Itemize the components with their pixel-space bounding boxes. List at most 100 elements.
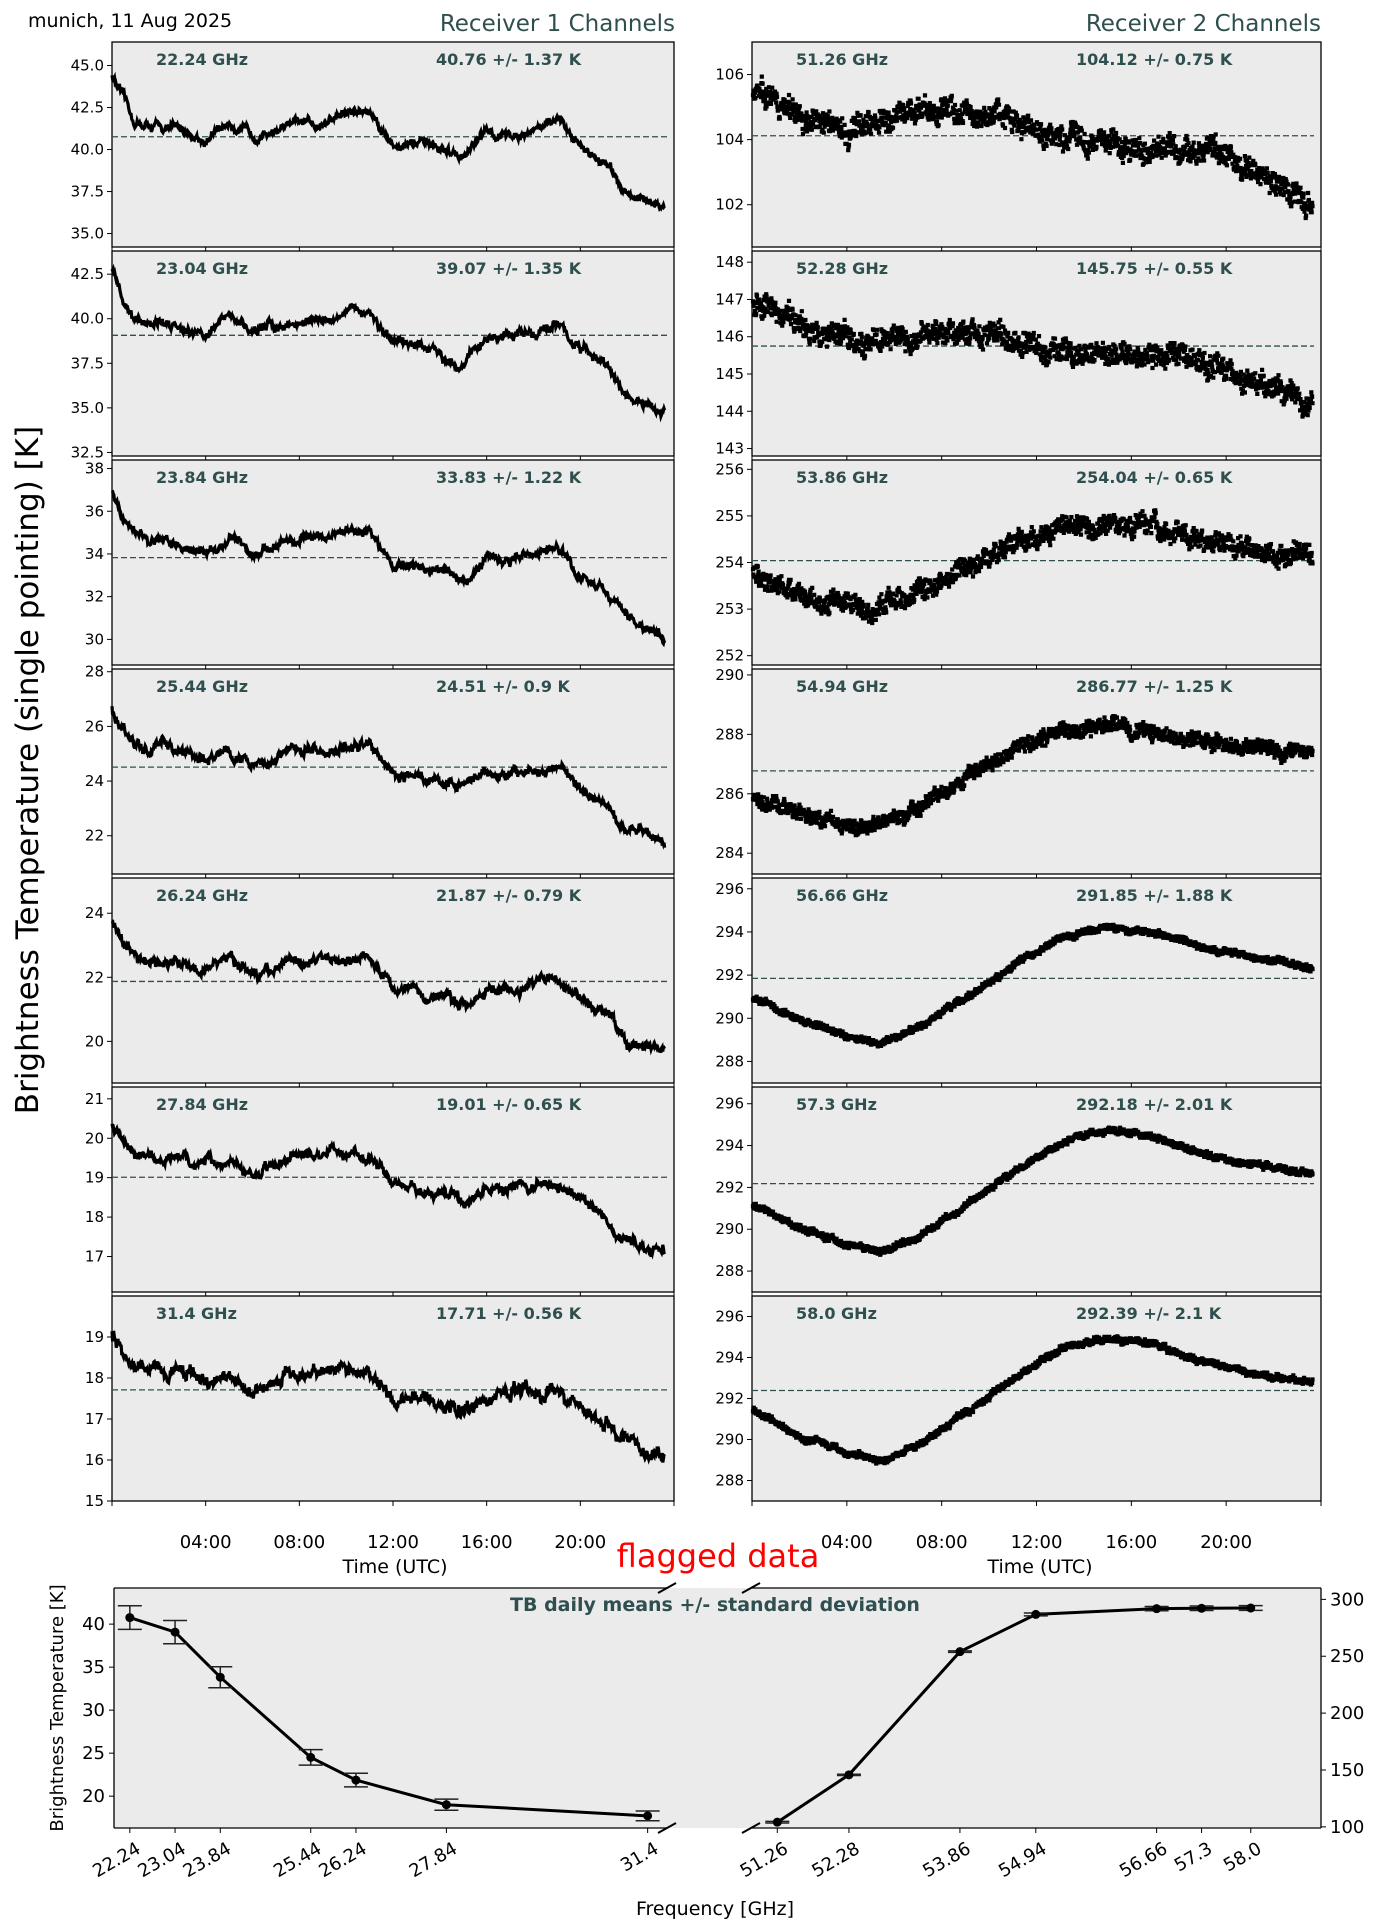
data-series-line: [110, 919, 667, 1056]
axis-break-mark: [741, 1582, 761, 1594]
summary-background: [114, 1588, 1321, 1828]
y-tick-label: 38: [85, 460, 104, 478]
panel-background: [111, 1086, 675, 1293]
r1-x-axis-label: Time (UTC): [341, 1556, 447, 1578]
data-point: [955, 1647, 965, 1657]
y-tick-label: 25: [82, 1743, 105, 1764]
x-tick-label: 53.86: [919, 1838, 974, 1882]
panel-23-84-GHz: 30 32 34 36 38 23.84 GHz 33.83 +/- 1.22 K: [85, 459, 675, 670]
panel-54-94-GHz: 284 286 288 290 54.94 GHz 286.77 +/- 1.25 K: [715, 666, 1322, 879]
flagged-data-label: flagged data: [617, 1537, 820, 1575]
error-bar: [298, 1748, 323, 1766]
mean-std-label: 24.51 +/- 0.9 K: [436, 677, 571, 696]
y-tick-label: 32.5: [71, 443, 104, 461]
panel-background: [751, 41, 1322, 248]
y-tick-label: 284: [715, 844, 744, 862]
panel-58-0-GHz: 288 290 292 294 296 58.0 GHz 292.39 +/- 2.1 K: [715, 1295, 1322, 1506]
x-tick-label: 08:00: [916, 1532, 968, 1553]
receiver1-panels: 35.0 37.5 40.0 42.5 45.0 22.24 GHz 40.76 +/- 1…: [71, 41, 675, 1553]
mean-std-label: 21.87 +/- 0.79 K: [436, 886, 582, 905]
y-tick-label: 36: [85, 502, 104, 520]
x-tick-label: 16:00: [461, 1532, 513, 1553]
y-tick-label: 17: [85, 1410, 104, 1428]
data-points: [750, 714, 1315, 838]
y-tick-label: 16: [85, 1451, 104, 1469]
panel-background: [751, 459, 1322, 666]
y-tick-label: 253: [715, 600, 744, 618]
y-tick-label: 286: [715, 785, 744, 803]
x-tick-label: 12:00: [367, 1532, 419, 1553]
y-tick-label: 296: [715, 1308, 744, 1326]
y-tick-label: 288: [715, 1262, 744, 1280]
summary-title: TB daily means +/- standard deviation: [510, 1594, 920, 1616]
y-tick-label: 290: [715, 1431, 744, 1449]
y-tick-label: 20: [85, 1129, 104, 1147]
error-bar: [208, 1665, 233, 1689]
y-tick-label: 45.0: [71, 57, 104, 75]
y-tick-label: 256: [715, 460, 744, 478]
x-tick-label: 31.4: [617, 1838, 662, 1876]
panel-background: [111, 877, 675, 1084]
panel-background: [751, 1086, 1322, 1293]
y-tick-label: 19: [85, 1169, 104, 1187]
data-series-line: [110, 263, 667, 423]
x-tick-label: 27.84: [406, 1838, 461, 1882]
error-bar: [1189, 1603, 1214, 1613]
panel-23-04-GHz: 32.5 35.0 37.5 40.0 42.5 23.04 GHz 39.07 +/- 1…: [71, 250, 675, 461]
data-point: [1152, 1604, 1162, 1614]
r2-x-axis-label: Time (UTC): [986, 1556, 1092, 1578]
y-tick-label: 143: [715, 440, 744, 458]
data-points: [750, 292, 1315, 419]
frequency-label: 22.24 GHz: [156, 50, 248, 69]
panel-background: [751, 1295, 1322, 1502]
data-points: [750, 922, 1315, 1049]
data-point: [1246, 1603, 1256, 1613]
mean-std-label: 19.01 +/- 0.65 K: [436, 1095, 582, 1114]
error-bar: [343, 1772, 368, 1788]
y-tick-label: 104: [715, 131, 744, 149]
panel-52-28-GHz: 143 144 145 146 147 148 52.28 GHz 145.75 +/- 0.…: [715, 250, 1322, 461]
x-tick-label: 08:00: [273, 1532, 325, 1553]
y-tick-label: 35: [82, 1657, 105, 1678]
frequency-label: 58.0 GHz: [796, 1304, 877, 1323]
x-tick-label: 16:00: [1105, 1532, 1157, 1553]
y-tick-label: 34: [85, 545, 104, 563]
y-tick-label: 30: [82, 1700, 105, 1721]
frequency-label: 57.3 GHz: [796, 1095, 877, 1114]
y-tick-label: 296: [715, 1095, 744, 1113]
data-point: [1197, 1603, 1207, 1613]
location-date-label: munich, 11 Aug 2025: [28, 10, 232, 32]
y-tick-label: 300: [1330, 1589, 1364, 1610]
data-point: [772, 1817, 782, 1827]
y-tick-label: 100: [1330, 1817, 1364, 1838]
x-tick-label: 56.66: [1116, 1838, 1171, 1882]
x-tick-label: 22.24: [89, 1838, 144, 1882]
mean-std-label: 39.07 +/- 1.35 K: [436, 259, 582, 278]
y-tick-label: 292: [715, 966, 744, 984]
y-tick-label: 252: [715, 647, 744, 665]
data-point: [170, 1627, 180, 1637]
y-tick-label: 147: [715, 290, 744, 308]
y-tick-label: 148: [715, 253, 744, 271]
data-series-line: [110, 706, 667, 850]
y-tick-label: 200: [1330, 1703, 1364, 1724]
y-tick-label: 30: [85, 630, 104, 648]
y-tick-label: 106: [715, 66, 744, 84]
panel-51-26-GHz: 102 104 106 51.26 GHz 104.12 +/- 0.75 K: [715, 41, 1322, 252]
frequency-label: 23.04 GHz: [156, 259, 248, 278]
frequency-label: 26.24 GHz: [156, 886, 248, 905]
y-tick-label: 20: [82, 1786, 105, 1807]
x-tick-label: 04:00: [180, 1532, 232, 1553]
data-point: [215, 1672, 225, 1682]
y-tick-label: 288: [715, 1052, 744, 1070]
y-tick-label: 40.0: [71, 310, 104, 328]
y-tick-label: 150: [1330, 1760, 1364, 1781]
y-tick-label: 40.0: [71, 141, 104, 159]
x-tick-label: 52.28: [808, 1838, 863, 1882]
data-series-line: [110, 1330, 666, 1465]
y-tick-label: 288: [715, 725, 744, 743]
summary-y-axis-label: Brightness Temperature [K]: [47, 1584, 68, 1831]
data-point: [306, 1752, 316, 1762]
error-bar: [635, 1810, 660, 1822]
y-tick-label: 21: [85, 1090, 104, 1108]
